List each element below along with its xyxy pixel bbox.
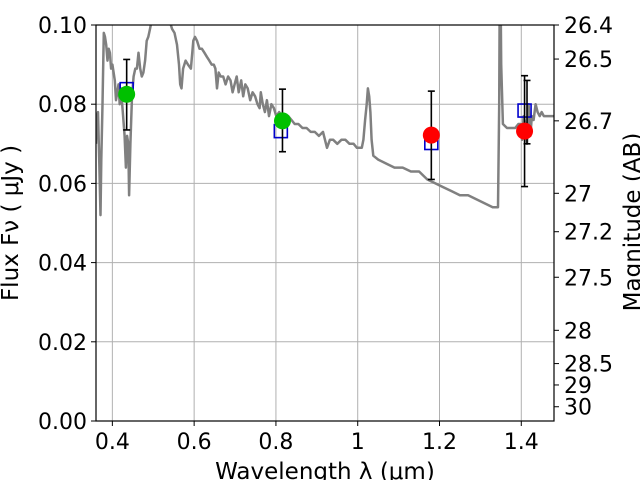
x-tick-label: 0.6 — [177, 430, 212, 455]
x-tick-label: 1 — [351, 430, 365, 455]
plot-area — [96, 25, 554, 217]
model-spectrum-line — [96, 25, 554, 217]
photometry-point — [118, 85, 136, 103]
right-tick-label: 26.5 — [564, 48, 613, 73]
y-axis-label: Flux Fν ( μJy ) — [0, 145, 24, 301]
photometry-point — [422, 126, 440, 144]
right-tick-label: 28.5 — [564, 353, 613, 378]
x-tick-label: 0.4 — [95, 430, 130, 455]
right-tick-label: 28 — [564, 319, 592, 344]
grid-lines — [96, 24, 554, 422]
plot-frame — [95, 24, 555, 422]
x-tick-label: 1.2 — [422, 430, 457, 455]
right-axis-label: Magnitude (AB) — [620, 133, 640, 312]
x-axis-label: Wavelength λ (μm) — [215, 459, 435, 480]
y-tick-label: 0.00 — [38, 410, 87, 435]
y-tick-label: 0.04 — [38, 252, 87, 277]
right-tick-label: 26.4 — [564, 14, 613, 39]
photometry-point — [273, 112, 291, 130]
right-tick-label: 30 — [564, 396, 592, 421]
axes: 0.4 0.6 0.8 1 1.2 1.4 0.00 0.02 0.04 0.06 0.08 0.10… — [38, 14, 613, 455]
y-tick-label: 0.08 — [38, 93, 87, 118]
y-tick-label: 0.10 — [38, 14, 87, 39]
right-tick-label: 27 — [564, 182, 592, 207]
right-tick-label: 29 — [564, 374, 592, 399]
right-tick-label: 27.2 — [564, 221, 613, 246]
y-tick-label: 0.02 — [38, 331, 87, 356]
right-tick-label: 27.5 — [564, 266, 613, 291]
x-tick-label: 1.4 — [504, 430, 539, 455]
photometry-point — [516, 122, 534, 140]
x-tick-label: 0.8 — [258, 430, 293, 455]
right-tick-label: 26.7 — [564, 110, 613, 135]
y-tick-label: 0.06 — [38, 172, 87, 197]
